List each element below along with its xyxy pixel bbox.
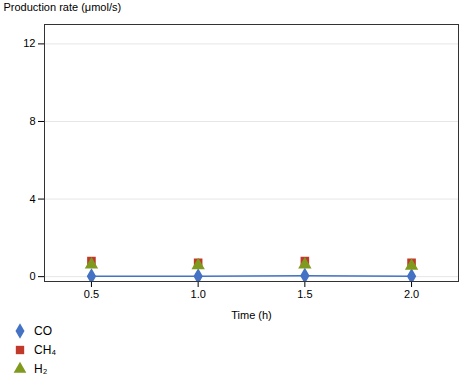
svg-text:0.5: 0.5	[84, 288, 99, 300]
svg-text:1.0: 1.0	[191, 288, 206, 300]
svg-text:4: 4	[29, 193, 35, 205]
svg-text:8: 8	[29, 115, 35, 127]
html-text:H₂: H₂	[34, 362, 48, 376]
svg-text:2.0: 2.0	[404, 288, 419, 300]
html-text:CO: CO	[34, 324, 52, 338]
svg-text:Time (h): Time (h)	[231, 309, 272, 321]
html-text:CH₄: CH₄	[34, 343, 57, 357]
svg-text:Production rate (μmol/s): Production rate (μmol/s)	[4, 1, 122, 13]
svg-text:12: 12	[23, 37, 35, 49]
svg-text:1.5: 1.5	[297, 288, 312, 300]
svg-text:0: 0	[29, 270, 35, 282]
